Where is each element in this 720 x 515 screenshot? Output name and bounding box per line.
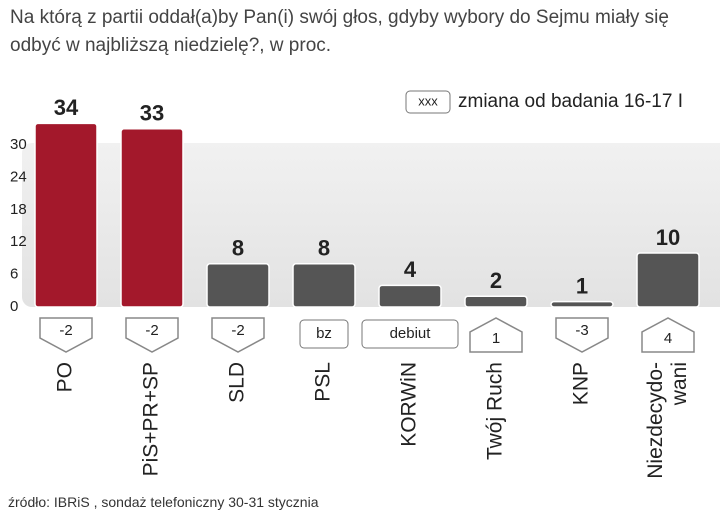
legend-symbol-box bbox=[405, 90, 451, 114]
data-label: 10 bbox=[656, 225, 680, 250]
change-box bbox=[299, 319, 349, 349]
data-label: 1 bbox=[576, 273, 588, 298]
change-label: 4 bbox=[664, 330, 672, 347]
bar bbox=[34, 122, 98, 308]
change-label: -3 bbox=[575, 322, 588, 339]
chart-title: Na którą z partii oddał(a)by Pan(i) swój… bbox=[10, 7, 669, 56]
change-label: 1 bbox=[492, 330, 500, 347]
plot-background bbox=[22, 143, 720, 307]
change-box bbox=[361, 319, 459, 349]
bar bbox=[550, 300, 614, 308]
y-tick-label: 18 bbox=[10, 201, 27, 218]
bar bbox=[636, 252, 700, 308]
chart: xxx zmiana od badania 16-17 I 0612182430… bbox=[10, 90, 720, 479]
y-tick-label: 0 bbox=[10, 298, 18, 315]
y-tick-label: 24 bbox=[10, 168, 27, 185]
x-tick-label: PO bbox=[54, 362, 77, 392]
change-label: -2 bbox=[231, 322, 244, 339]
change-label: debiut bbox=[390, 325, 432, 342]
data-label: 8 bbox=[232, 236, 244, 261]
data-label: 8 bbox=[318, 236, 330, 261]
bar bbox=[206, 263, 270, 308]
data-label: 4 bbox=[404, 257, 417, 282]
legend-label: zmiana od badania 16-17 I bbox=[458, 91, 683, 112]
y-tick-label: 6 bbox=[10, 266, 18, 283]
change-label: -2 bbox=[59, 322, 72, 339]
x-tick-label: Twój Ruch bbox=[484, 362, 507, 460]
change-arrow bbox=[125, 317, 179, 353]
change-arrow bbox=[211, 317, 265, 353]
bar bbox=[120, 128, 184, 308]
x-tick-label: PiS+PR+SP bbox=[140, 362, 163, 476]
x-tick-label: Niezdecydo-wani bbox=[644, 362, 691, 479]
change-arrow bbox=[641, 317, 695, 353]
change-label: bz bbox=[316, 325, 332, 342]
data-label: 2 bbox=[490, 268, 502, 293]
source: źródło: IBRiS , sondaż telefoniczny 30-3… bbox=[8, 494, 319, 510]
bar bbox=[464, 295, 528, 308]
x-tick-label: KORWiN bbox=[398, 362, 421, 447]
y-tick-label: 30 bbox=[10, 136, 27, 153]
x-tick-label: SLD bbox=[226, 362, 249, 403]
bar bbox=[378, 284, 442, 308]
change-label: -2 bbox=[145, 322, 158, 339]
bar bbox=[292, 263, 356, 308]
x-tick-label: PSL bbox=[312, 362, 335, 402]
change-arrow bbox=[39, 317, 93, 353]
change-arrow bbox=[469, 317, 523, 353]
data-label: 34 bbox=[54, 95, 79, 120]
x-tick-label: KNP bbox=[570, 362, 593, 405]
data-label: 33 bbox=[140, 101, 164, 126]
y-tick-label: 12 bbox=[10, 233, 27, 250]
change-arrow bbox=[555, 317, 609, 353]
legend-symbol: xxx bbox=[418, 93, 438, 108]
